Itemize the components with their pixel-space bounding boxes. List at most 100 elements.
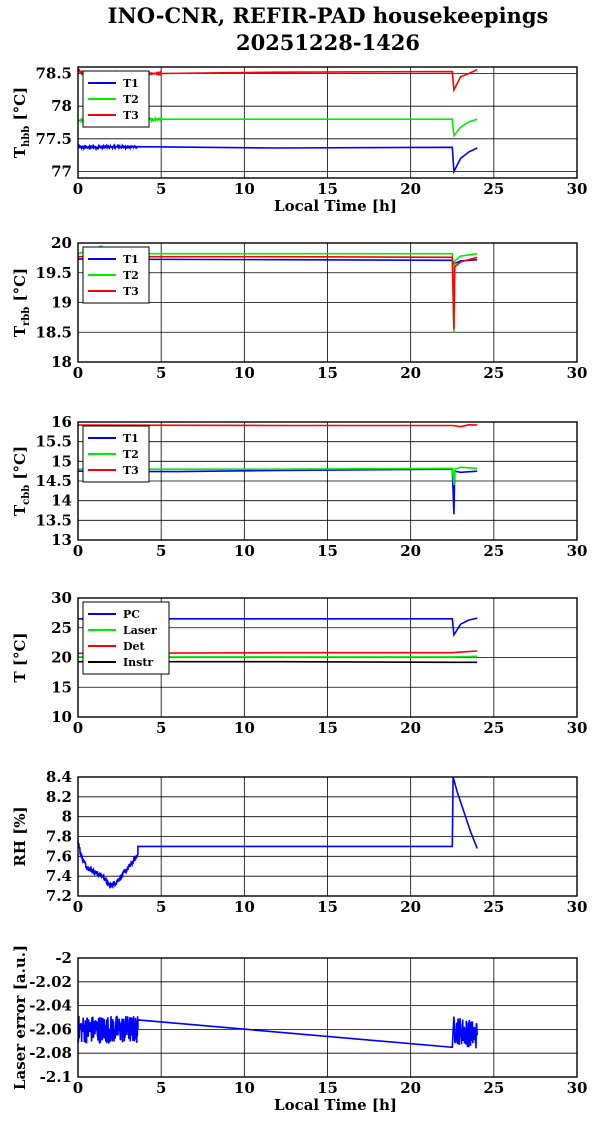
legend-label: T2 (123, 269, 139, 282)
y-tick-label: -2 (55, 949, 72, 967)
x-tick-label: 5 (156, 1079, 166, 1097)
legend-label: T3 (123, 464, 139, 477)
legend: T1 T2 T3 (82, 425, 150, 483)
x-tick-label: 10 (234, 719, 255, 737)
x-tick-label: 30 (567, 898, 588, 916)
legend: T1 T2 T3 (82, 246, 150, 304)
x-tick-label: 30 (567, 180, 588, 198)
x-tick-label: 20 (400, 364, 421, 382)
y-tick-label: 16 (51, 413, 72, 431)
x-tick-label: 0 (73, 180, 83, 198)
series-line-det (77, 650, 478, 655)
panel-tsys: 0 5 10 15 20 25 30 10 15 20 25 30 T [°C] PC Laser Det In… (11, 589, 587, 737)
series-line-t3 (78, 255, 478, 330)
series-line-t1 (77, 143, 478, 175)
legend-label: T2 (123, 448, 139, 461)
x-tick-label: 25 (483, 364, 504, 382)
legend-label: Instr (123, 656, 153, 669)
x-tick-label: 5 (156, 719, 166, 737)
y-tick-label: 7.8 (46, 828, 72, 846)
x-tick-label: 20 (400, 1079, 421, 1097)
x-tick-label: 15 (317, 719, 338, 737)
x-tick-label: 20 (400, 542, 421, 560)
x-tick-label: 15 (317, 364, 338, 382)
x-tick-label: 15 (317, 1079, 338, 1097)
series-line-data (77, 776, 478, 890)
x-tick-label: 15 (317, 898, 338, 916)
y-tick-label: 78 (51, 97, 72, 115)
y-tick-label: 78.5 (35, 65, 72, 83)
x-tick-label: 25 (483, 898, 504, 916)
x-tick-label: 5 (156, 542, 166, 560)
x-tick-label: 10 (234, 364, 255, 382)
figure-title-line2: 20251228-1426 (236, 30, 420, 55)
y-tick-label: 8.2 (46, 788, 72, 806)
figure-title-line1: INO-CNR, REFIR-PAD housekeepings (108, 3, 549, 28)
y-tick-label: 18.5 (35, 323, 72, 341)
x-tick-label: 20 (400, 180, 421, 198)
panels-group: 0 5 10 15 20 25 30 77 77.5 78 78.5 Local Time [h] Th… (11, 65, 587, 1114)
y-tick-label: 77 (51, 162, 72, 180)
legend-label: Det (123, 640, 146, 653)
x-tick-label: 25 (483, 719, 504, 737)
y-tick-label: -2.02 (29, 973, 72, 991)
series-line-t1 (77, 468, 478, 515)
y-tick-label: 15 (51, 452, 72, 470)
x-tick-label: 10 (234, 180, 255, 198)
legend-label: PC (123, 608, 140, 621)
x-tick-label: 0 (73, 542, 83, 560)
y-tick-label: -2.1 (40, 1068, 72, 1086)
series-line-pc (78, 617, 478, 638)
y-tick-label: 15 (51, 678, 72, 696)
series-line-laser (78, 655, 478, 658)
y-tick-label: 30 (51, 589, 72, 607)
y-tick-label: 19 (51, 294, 72, 312)
panel-tbbb: 0 5 10 15 20 25 30 77 77.5 78 78.5 Local Time [h] Th… (11, 65, 587, 215)
x-tick-label: 30 (567, 364, 588, 382)
x-tick-label: 30 (567, 719, 588, 737)
y-tick-label: 7.2 (46, 887, 72, 905)
legend-label: T1 (123, 432, 139, 445)
y-tick-label: -2.06 (29, 1020, 72, 1038)
y-axis-label: Laser error [a.u.] (11, 945, 29, 1090)
x-tick-label: 0 (73, 898, 83, 916)
legend-label: T1 (123, 253, 139, 266)
y-axis-label: RH [%] (11, 806, 29, 866)
x-tick-label: 25 (483, 1079, 504, 1097)
x-tick-label: 15 (317, 542, 338, 560)
x-tick-label: 0 (73, 364, 83, 382)
series-line-t3 (77, 423, 478, 428)
y-tick-label: 14 (51, 492, 72, 510)
legend-label: T3 (123, 285, 139, 298)
y-tick-label: 7.4 (46, 867, 72, 885)
y-tick-label: 15.5 (35, 433, 72, 451)
x-tick-label: 10 (234, 898, 255, 916)
x-tick-label: 30 (567, 542, 588, 560)
y-tick-label: -2.08 (29, 1044, 72, 1062)
series-line-t2 (78, 466, 478, 485)
x-tick-label: 10 (234, 542, 255, 560)
y-tick-label: -2.04 (29, 997, 72, 1015)
y-tick-label: 7.6 (46, 847, 72, 865)
y-tick-label: 18 (51, 353, 72, 371)
legend-label: T3 (123, 109, 139, 122)
x-tick-label: 0 (73, 1079, 83, 1097)
x-tick-label: 30 (567, 1079, 588, 1097)
y-tick-label: 13.5 (35, 511, 72, 529)
x-tick-label: 20 (400, 898, 421, 916)
panel-laser: 0 5 10 15 20 25 30 -2.1 -2.08 -2.06 -2.04 -2.02 -2 Lo… (11, 945, 587, 1114)
legend-label: Laser (123, 624, 157, 637)
y-tick-label: 25 (51, 619, 72, 637)
y-tick-label: 8.4 (46, 768, 72, 786)
series-line-data (77, 1015, 478, 1049)
y-tick-label: 77.5 (35, 130, 72, 148)
y-tick-label: 8 (62, 808, 72, 826)
y-tick-label: 19.5 (35, 264, 72, 282)
legend-label: T2 (123, 93, 139, 106)
plot-frame (77, 242, 578, 363)
x-tick-label: 5 (156, 898, 166, 916)
y-tick-label: 20 (51, 234, 72, 252)
y-axis-label: T [°C] (11, 632, 29, 682)
x-tick-label: 5 (156, 180, 166, 198)
